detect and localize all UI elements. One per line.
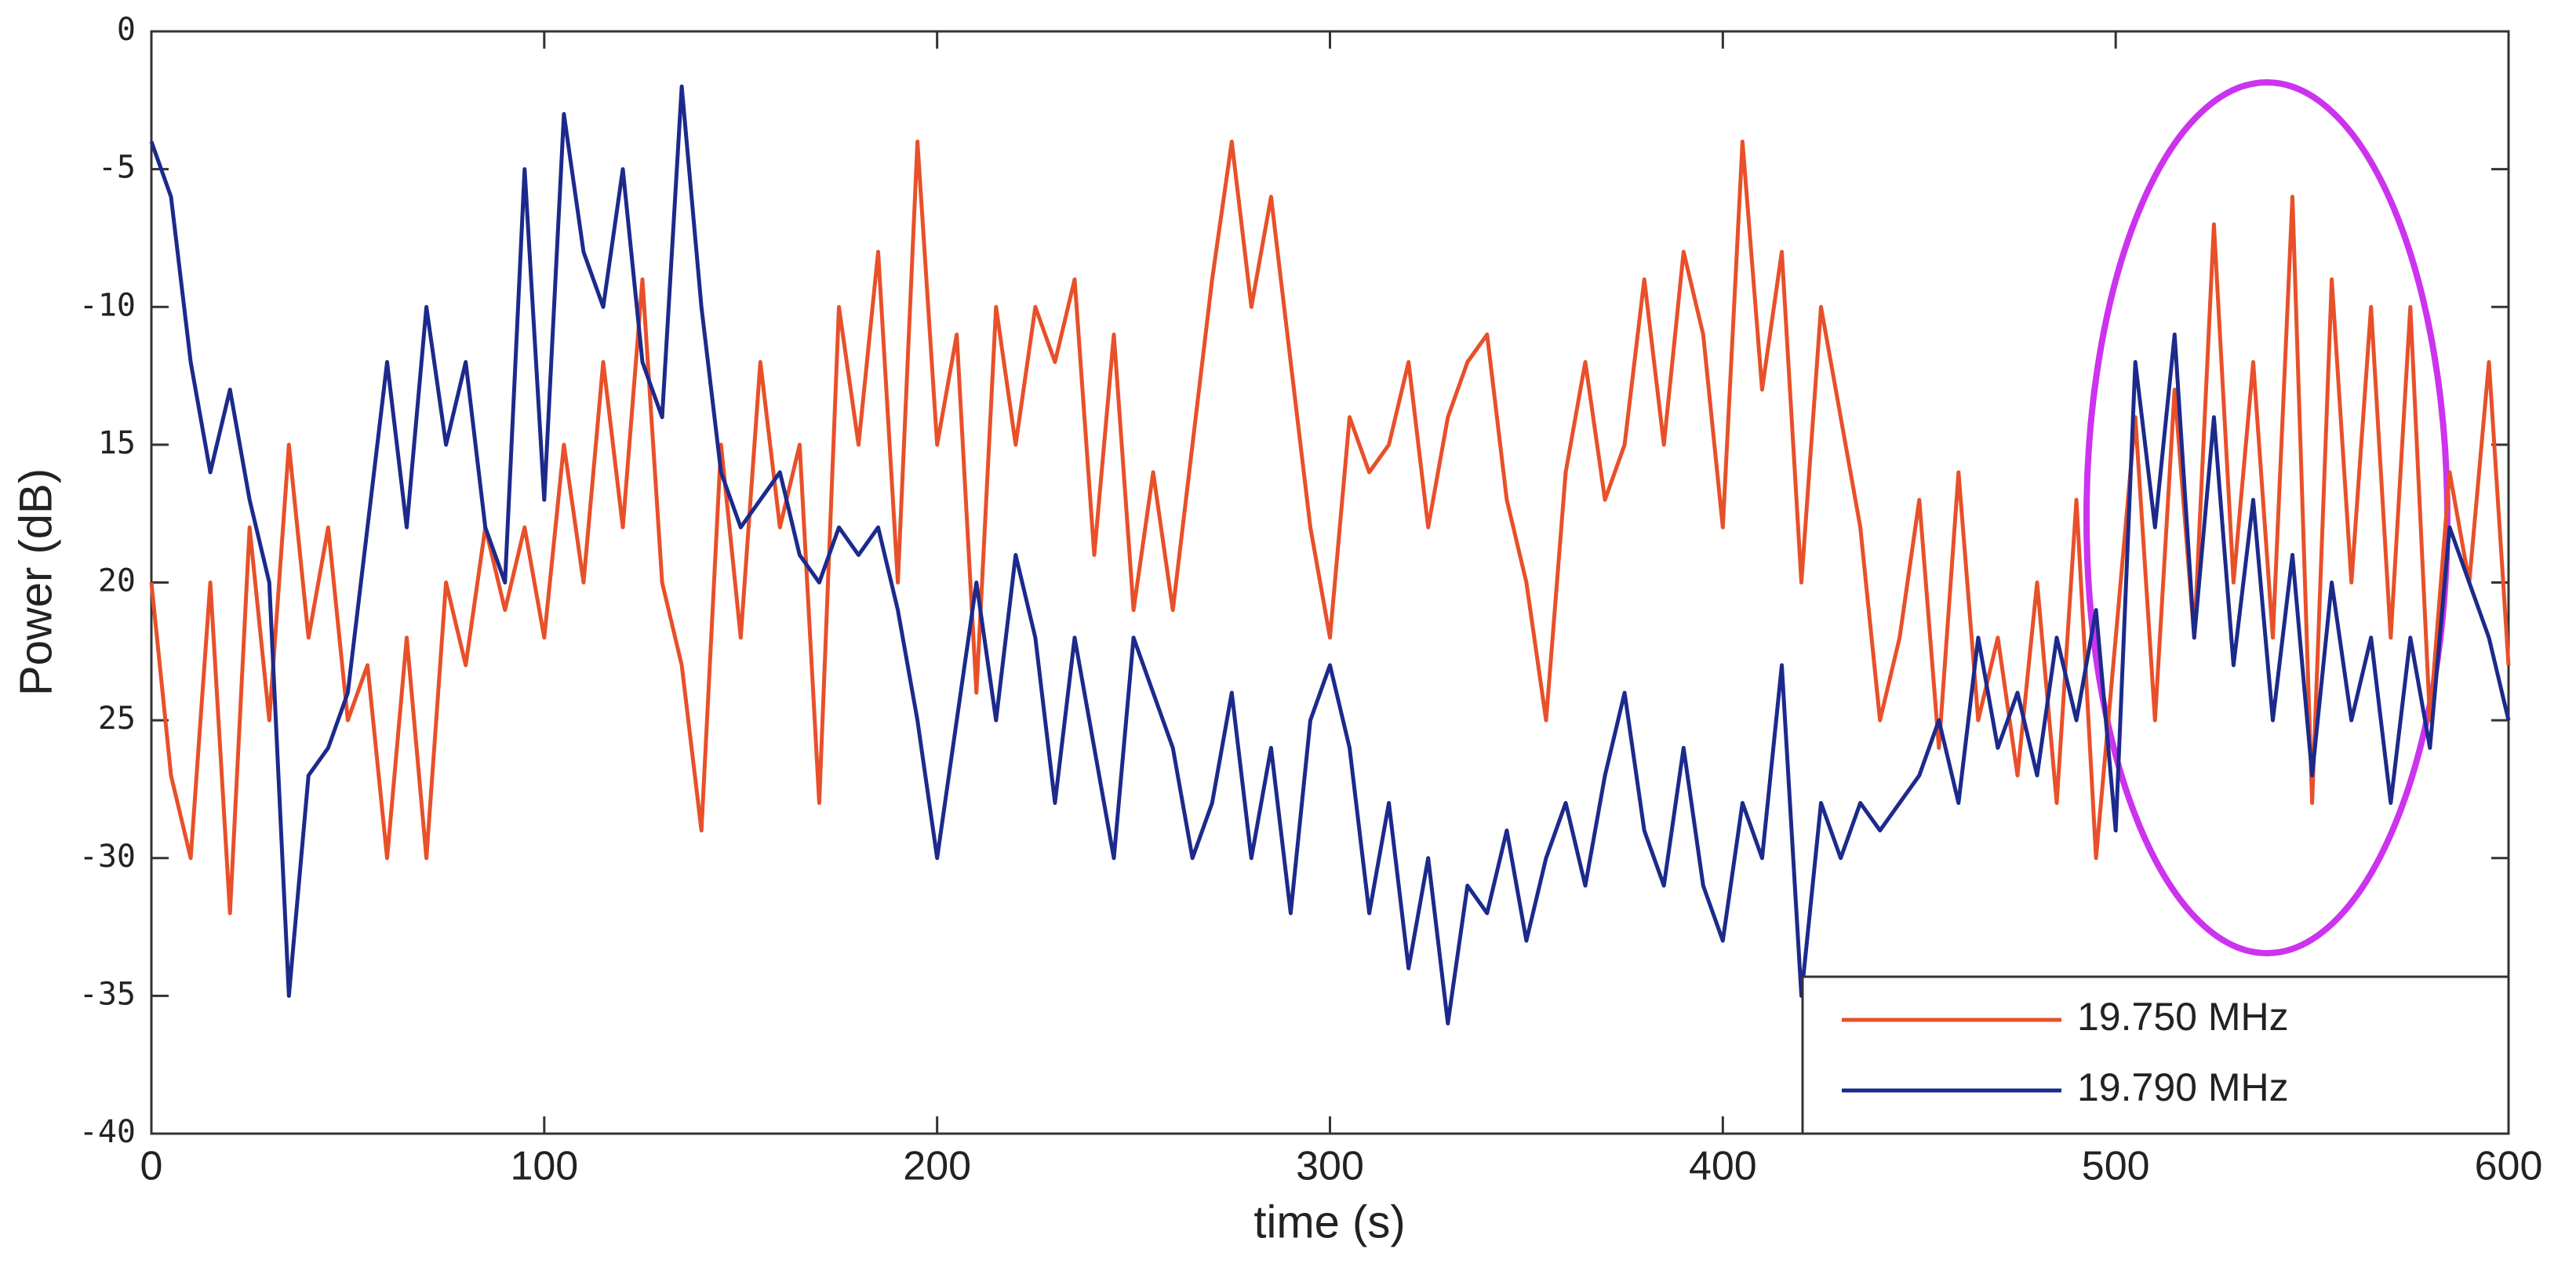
y-tick-label: -5 bbox=[98, 150, 136, 186]
x-tick-label: 600 bbox=[2475, 1144, 2543, 1189]
y-tick-label: 0 bbox=[117, 12, 136, 48]
x-tick-label: 200 bbox=[903, 1144, 971, 1189]
y-tick-label: 20 bbox=[98, 563, 136, 599]
y-tick-label: -10 bbox=[79, 287, 136, 323]
data-line bbox=[149, 140, 2511, 916]
y-axis-label: Power (dB) bbox=[10, 468, 61, 696]
y-tick-label: -30 bbox=[79, 839, 136, 875]
legend-label: 19.790 MHz bbox=[2077, 1065, 2289, 1109]
y-tick-label: 15 bbox=[98, 425, 136, 461]
x-axis-label: time (s) bbox=[1253, 1196, 1405, 1247]
y-tick-label: -35 bbox=[79, 976, 136, 1012]
x-tick-label: 400 bbox=[1689, 1144, 1757, 1189]
x-tick-label: 100 bbox=[510, 1144, 578, 1189]
x-tick-label: 300 bbox=[1296, 1144, 1364, 1189]
x-tick-label: 500 bbox=[2082, 1144, 2150, 1189]
legend-label: 19.750 MHz bbox=[2077, 995, 2289, 1039]
data-line bbox=[149, 84, 2511, 1025]
y-tick-label: -40 bbox=[79, 1114, 136, 1150]
x-tick-label: 0 bbox=[140, 1144, 163, 1189]
y-tick-label: 25 bbox=[98, 701, 136, 737]
legend-box bbox=[1801, 975, 2510, 1135]
